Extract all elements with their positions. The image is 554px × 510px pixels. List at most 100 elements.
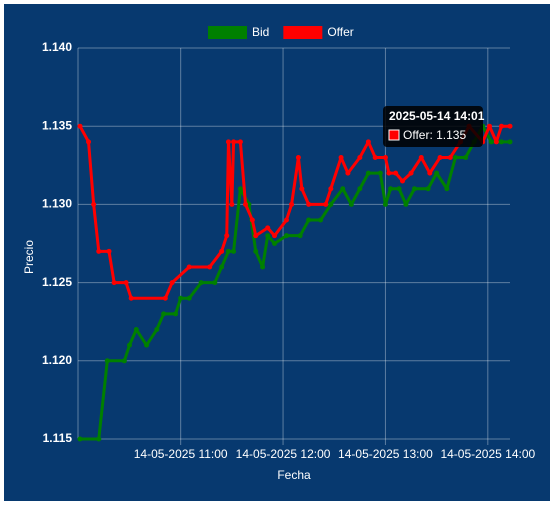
data-point <box>128 295 134 301</box>
data-point <box>498 139 504 145</box>
x-axis-label: Fecha <box>277 468 311 482</box>
data-point <box>393 170 399 176</box>
legend-swatch <box>208 26 247 39</box>
data-point <box>133 327 139 333</box>
data-point <box>224 233 230 239</box>
data-point <box>306 217 312 223</box>
data-point <box>447 154 453 160</box>
data-point <box>386 170 392 176</box>
x-tick-label: 14-05-2025 12:00 <box>236 447 331 461</box>
data-point <box>340 186 346 192</box>
data-point <box>272 233 278 239</box>
data-point <box>377 170 383 176</box>
data-point <box>86 139 92 145</box>
y-tick-label: 1.120 <box>42 353 72 367</box>
data-point <box>283 233 289 239</box>
data-point <box>219 248 225 254</box>
data-point <box>243 201 249 207</box>
data-point <box>306 201 312 207</box>
y-tick-label: 1.140 <box>42 40 72 54</box>
data-point <box>328 186 334 192</box>
data-point <box>498 123 504 129</box>
y-tick-label: 1.130 <box>42 197 72 211</box>
data-point <box>77 436 83 442</box>
data-point <box>403 201 409 207</box>
data-point <box>382 201 388 207</box>
data-point <box>396 186 402 192</box>
data-point <box>219 264 225 270</box>
data-point <box>372 154 378 160</box>
y-tick-label: 1.125 <box>42 275 72 289</box>
data-point <box>265 225 271 231</box>
data-point <box>365 170 371 176</box>
data-point <box>225 248 231 254</box>
data-point <box>123 280 129 286</box>
data-point <box>488 139 494 145</box>
data-point <box>328 201 334 207</box>
legend-label: Bid <box>252 25 269 39</box>
data-point <box>126 342 132 348</box>
data-point <box>487 123 493 129</box>
data-point <box>104 358 110 364</box>
data-point <box>77 123 83 129</box>
data-point <box>161 311 167 317</box>
legend-label: Offer <box>327 25 353 39</box>
data-point <box>91 201 97 207</box>
data-point <box>260 264 266 270</box>
data-point <box>225 139 231 145</box>
data-point <box>382 154 388 160</box>
series-line <box>80 124 510 441</box>
data-point <box>289 201 295 207</box>
data-point <box>348 201 354 207</box>
data-point <box>144 342 150 348</box>
data-point <box>237 186 243 192</box>
x-tick-label: 14-05-2025 13:00 <box>338 447 433 461</box>
data-point <box>178 295 184 301</box>
data-point <box>106 248 112 254</box>
data-point <box>400 178 405 184</box>
data-point <box>237 139 243 145</box>
data-point <box>507 123 513 129</box>
tooltip-title: 2025-05-14 14:01 <box>389 109 485 123</box>
data-point <box>297 233 303 239</box>
data-point <box>437 154 443 160</box>
data-point <box>198 280 204 286</box>
data-point <box>434 170 440 176</box>
data-point <box>299 186 305 192</box>
tooltip-swatch <box>388 129 400 141</box>
data-point <box>212 280 218 286</box>
tooltip-box <box>383 106 483 147</box>
x-tick-label: 14-05-2025 14:00 <box>440 447 535 461</box>
tooltip-text: Offer: 1.135 <box>403 128 466 142</box>
data-point <box>357 154 363 160</box>
data-point <box>173 311 179 317</box>
data-point <box>411 186 417 192</box>
data-point <box>186 264 192 270</box>
data-point <box>96 248 102 254</box>
data-point <box>231 139 237 145</box>
data-point <box>463 154 469 160</box>
data-point <box>323 201 329 207</box>
data-point <box>444 186 450 192</box>
data-point <box>418 154 424 160</box>
y-tick-label: 1.135 <box>42 118 72 132</box>
data-point <box>365 139 371 145</box>
data-point <box>408 170 414 176</box>
y-axis-label: Precio <box>22 240 36 274</box>
data-point <box>169 280 175 286</box>
data-point <box>253 233 259 239</box>
data-point <box>249 217 255 223</box>
data-point <box>121 358 127 364</box>
legend-swatch <box>283 26 323 39</box>
data-point <box>425 186 431 192</box>
data-point <box>96 436 102 442</box>
data-point <box>231 248 237 254</box>
data-point <box>507 139 513 145</box>
data-point <box>253 248 259 254</box>
data-point <box>388 186 394 192</box>
y-tick-label: 1.115 <box>43 431 73 445</box>
data-point <box>154 327 160 333</box>
data-point <box>186 295 192 301</box>
